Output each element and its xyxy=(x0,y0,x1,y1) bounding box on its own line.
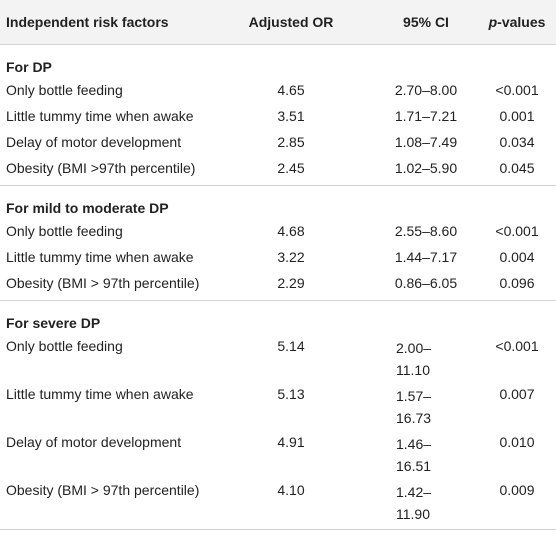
row-p: <0.001 xyxy=(495,223,539,239)
header-p-values: p-values xyxy=(480,13,554,31)
table-header-row: Independent risk factors Adjusted OR 95%… xyxy=(0,0,556,45)
row-factor: Obesity (BMI >97th percentile) xyxy=(6,160,196,176)
row-ci-line2: 11.90 xyxy=(396,506,430,522)
row-or: 3.22 xyxy=(277,249,305,265)
row-or: 3.51 xyxy=(277,108,305,124)
table-row: Delay of motor development 2.85 1.08–7.4… xyxy=(0,133,556,159)
row-or: 5.13 xyxy=(277,386,305,402)
row-or: 4.10 xyxy=(277,482,305,498)
row-ci-line1: 1.42– xyxy=(396,484,432,500)
row-factor: Only bottle feeding xyxy=(6,223,123,239)
table-row: Only bottle feeding 4.65 2.70–8.00 <0.00… xyxy=(0,81,556,107)
row-or: 2.45 xyxy=(277,160,305,176)
row-ci: 2.00– 11.10 xyxy=(396,337,456,381)
row-factor: Obesity (BMI > 97th percentile) xyxy=(6,275,200,291)
row-ci: 1.08–7.49 xyxy=(394,134,458,150)
row-ci: 1.57– 16.73 xyxy=(396,385,456,429)
row-ci: 1.02–5.90 xyxy=(394,160,458,176)
table-row: Only bottle feeding 4.68 2.55–8.60 <0.00… xyxy=(0,222,556,248)
row-ci: 1.46– 16.51 xyxy=(396,433,456,477)
row-p: 0.009 xyxy=(499,482,535,498)
table-row: Obesity (BMI > 97th percentile) 4.10 1.4… xyxy=(0,481,556,529)
row-ci: 1.71–7.21 xyxy=(394,108,458,124)
table-row: Delay of motor development 4.91 1.46– 16.… xyxy=(0,433,556,481)
row-p: 0.007 xyxy=(499,386,535,402)
row-ci-line2: 16.73 xyxy=(396,410,432,426)
row-factor: Only bottle feeding xyxy=(6,82,123,98)
section-title: For mild to moderate DP xyxy=(6,200,169,216)
row-factor: Only bottle feeding xyxy=(6,338,123,354)
row-or: 4.91 xyxy=(277,434,305,450)
row-ci: 2.70–8.00 xyxy=(394,82,458,98)
row-p: <0.001 xyxy=(495,82,539,98)
table-row: Only bottle feeding 5.14 2.00– 11.10 <0.0… xyxy=(0,337,556,385)
risk-factors-table: Independent risk factors Adjusted OR 95%… xyxy=(0,0,556,530)
row-factor: Delay of motor development xyxy=(6,434,182,450)
row-ci-line2: 16.51 xyxy=(396,458,432,474)
row-p: 0.010 xyxy=(499,434,535,450)
section-title: For DP xyxy=(6,59,52,75)
header-p-italic: p xyxy=(488,14,498,30)
row-factor: Delay of motor development xyxy=(6,134,182,150)
row-or: 4.65 xyxy=(277,82,305,98)
row-p: 0.004 xyxy=(499,249,535,265)
row-ci: 0.86–6.05 xyxy=(394,275,458,291)
row-factor: Little tummy time when awake xyxy=(6,386,194,402)
table-row: Little tummy time when awake 5.13 1.57– 1… xyxy=(0,385,556,433)
row-p: <0.001 xyxy=(495,338,539,354)
table-bottom-rule xyxy=(0,529,556,530)
row-ci: 1.44–7.17 xyxy=(394,249,458,265)
row-ci: 2.55–8.60 xyxy=(394,223,458,239)
section-title-severe-dp: For severe DP xyxy=(0,300,556,337)
row-factor: Little tummy time when awake xyxy=(6,249,194,265)
table-row: Obesity (BMI > 97th percentile) 2.29 0.8… xyxy=(0,274,556,300)
row-factor: Obesity (BMI > 97th percentile) xyxy=(6,482,200,498)
row-or: 4.68 xyxy=(277,223,305,239)
row-ci-line1: 1.46– xyxy=(396,436,432,452)
section-title-mild-moderate-dp: For mild to moderate DP xyxy=(0,185,556,222)
header-ci: 95% CI xyxy=(403,14,449,30)
row-or: 2.29 xyxy=(277,275,305,291)
table-row: Obesity (BMI >97th percentile) 2.45 1.02… xyxy=(0,159,556,185)
table-row: Little tummy time when awake 3.51 1.71–7… xyxy=(0,107,556,133)
row-p: 0.001 xyxy=(499,108,535,124)
row-p: 0.096 xyxy=(499,275,535,291)
table-row: Little tummy time when awake 3.22 1.44–7… xyxy=(0,248,556,274)
row-factor: Little tummy time when awake xyxy=(6,108,194,124)
header-adjusted-or: Adjusted OR xyxy=(248,14,334,30)
section-title-dp: For DP xyxy=(0,45,556,81)
row-ci: 1.42– 11.90 xyxy=(396,481,456,525)
row-p: 0.034 xyxy=(499,134,535,150)
header-factor: Independent risk factors xyxy=(6,14,169,30)
row-or: 2.85 xyxy=(277,134,305,150)
row-p: 0.045 xyxy=(499,160,535,176)
row-ci-line2: 11.10 xyxy=(396,362,430,378)
row-ci-line1: 2.00– xyxy=(396,340,432,356)
row-ci-line1: 1.57– xyxy=(396,388,432,404)
row-or: 5.14 xyxy=(277,338,305,354)
header-p-rest: -values xyxy=(497,14,546,30)
section-title: For severe DP xyxy=(6,315,101,331)
